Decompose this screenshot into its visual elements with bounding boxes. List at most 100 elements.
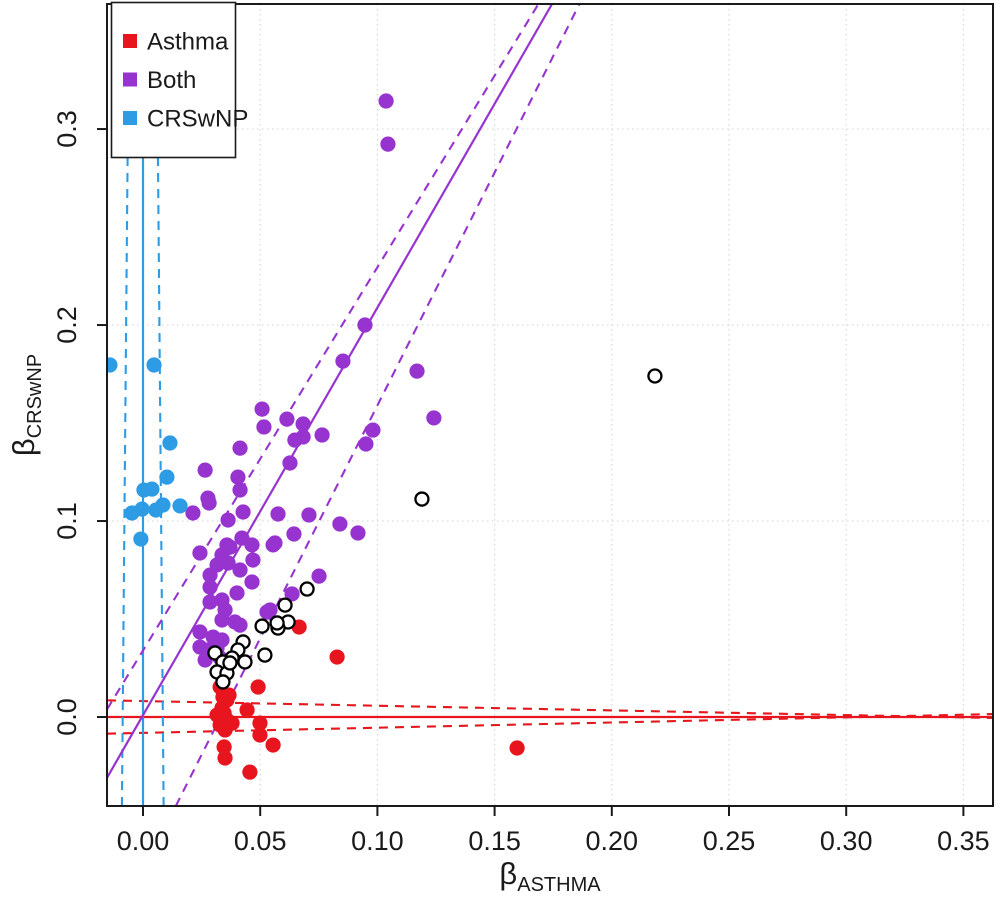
x-tick-label: 0.35	[937, 826, 990, 856]
data-points	[107, 93, 663, 780]
data-point-both	[245, 552, 261, 568]
data-point-open	[257, 647, 273, 663]
y-tick-label: 0.2	[52, 306, 82, 344]
data-point-both	[279, 411, 295, 427]
data-point-asthma	[239, 702, 255, 718]
data-point-both	[229, 585, 245, 601]
data-point-crswnp	[144, 481, 160, 497]
y-axis: 0.0 0.1 0.2 0.3	[52, 110, 107, 736]
data-point-open	[277, 597, 293, 613]
data-point-asthma	[265, 737, 281, 753]
data-point-both	[192, 624, 208, 640]
legend-label-crswnp: CRSwNP	[147, 106, 248, 133]
x-tick-label: 0.25	[703, 826, 756, 856]
x-tick-label: 0.05	[234, 826, 287, 856]
data-point-both	[301, 507, 317, 523]
data-point-both	[270, 506, 286, 522]
x-tick-label: 0.10	[351, 826, 404, 856]
data-point-both	[232, 440, 248, 456]
data-point-both	[197, 462, 213, 478]
data-point-open	[222, 655, 238, 671]
data-point-both	[409, 363, 425, 379]
data-point-asthma	[329, 649, 345, 665]
y-tick-label: 0.1	[52, 502, 82, 540]
data-point-both	[202, 567, 218, 583]
data-point-both	[192, 545, 208, 561]
data-point-both	[259, 604, 275, 620]
x-tick-label: 0.00	[117, 826, 170, 856]
data-point-crswnp	[134, 501, 150, 517]
line-asthma-ci-upper	[107, 699, 993, 720]
data-point-both	[380, 136, 396, 152]
x-axis: 0.00 0.05 0.10 0.15 0.20 0.25 0.30 0.35	[117, 806, 990, 856]
x-tick-label: 0.20	[586, 826, 639, 856]
data-point-both	[357, 317, 373, 333]
data-point-both	[358, 436, 374, 452]
data-point-both	[202, 594, 218, 610]
data-point-both	[219, 537, 235, 553]
data-point-both	[185, 505, 201, 521]
data-point-both	[265, 537, 281, 553]
data-point-asthma	[217, 750, 233, 766]
data-point-both	[232, 482, 248, 498]
data-point-both	[202, 579, 218, 595]
data-point-both	[311, 568, 327, 584]
data-point-asthma	[250, 679, 266, 695]
data-point-both	[256, 419, 272, 435]
data-point-both	[332, 516, 348, 532]
data-point-open	[414, 491, 430, 507]
legend-swatch-asthma	[123, 34, 137, 48]
data-point-open	[237, 654, 253, 670]
y-tick-label: 0.0	[52, 698, 82, 736]
line-crswnp-ci-right	[155, 4, 165, 806]
data-point-both	[287, 432, 303, 448]
data-point-crswnp	[133, 531, 149, 547]
legend-swatch-crswnp	[123, 111, 137, 125]
legend-label-asthma: Asthma	[147, 29, 229, 56]
data-point-crswnp	[107, 357, 118, 373]
data-point-both	[314, 427, 330, 443]
data-point-open	[215, 674, 231, 690]
data-point-both	[235, 504, 251, 520]
data-point-both	[214, 612, 230, 628]
data-point-asthma	[252, 727, 268, 743]
data-point-crswnp	[159, 469, 175, 485]
data-point-asthma	[217, 722, 233, 738]
x-tick-label: 0.30	[820, 826, 873, 856]
data-point-asthma	[242, 764, 258, 780]
data-point-asthma	[216, 739, 232, 755]
y-axis-title: βCRSwNP	[6, 354, 46, 456]
data-point-asthma	[509, 740, 525, 756]
data-point-both	[426, 410, 442, 426]
legend-label-both: Both	[147, 67, 196, 94]
line-both-ci-right	[174, 4, 581, 806]
data-point-both	[220, 555, 236, 571]
y-tick-label: 0.3	[52, 110, 82, 148]
data-point-both	[220, 512, 236, 528]
data-point-both	[365, 422, 381, 438]
data-point-both	[282, 455, 298, 471]
data-point-both	[284, 586, 300, 602]
data-point-both	[295, 416, 311, 432]
data-point-both	[230, 469, 246, 485]
data-point-open	[647, 368, 663, 384]
data-point-both	[232, 617, 248, 633]
x-axis-title: βASTHMA	[499, 856, 601, 896]
data-point-crswnp	[172, 498, 188, 514]
data-point-crswnp	[155, 497, 171, 513]
data-point-both	[378, 93, 394, 109]
data-point-both	[244, 537, 260, 553]
data-point-both	[335, 353, 351, 369]
data-point-open	[269, 615, 285, 631]
data-point-both	[244, 574, 260, 590]
data-point-crswnp	[146, 357, 162, 373]
data-point-crswnp	[162, 435, 178, 451]
data-point-both	[286, 526, 302, 542]
line-both-ci-left	[107, 4, 540, 710]
data-point-asthma	[252, 715, 268, 731]
data-point-both	[232, 562, 248, 578]
x-tick-label: 0.15	[468, 826, 521, 856]
line-crswnp-ci-left	[120, 4, 130, 806]
